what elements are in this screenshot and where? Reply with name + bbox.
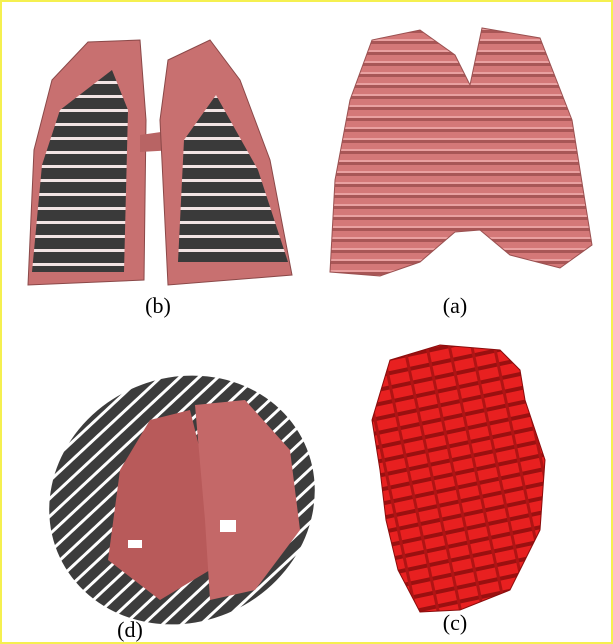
figure: (b) (a) (d) (c) — [0, 0, 613, 644]
panel-label: (c) — [443, 610, 467, 635]
panel-label: (d) — [117, 617, 143, 642]
figure-canvas: (b) (a) (d) (c) — [0, 0, 613, 644]
panel-label: (b) — [145, 293, 171, 318]
panel-label: (a) — [443, 293, 467, 318]
